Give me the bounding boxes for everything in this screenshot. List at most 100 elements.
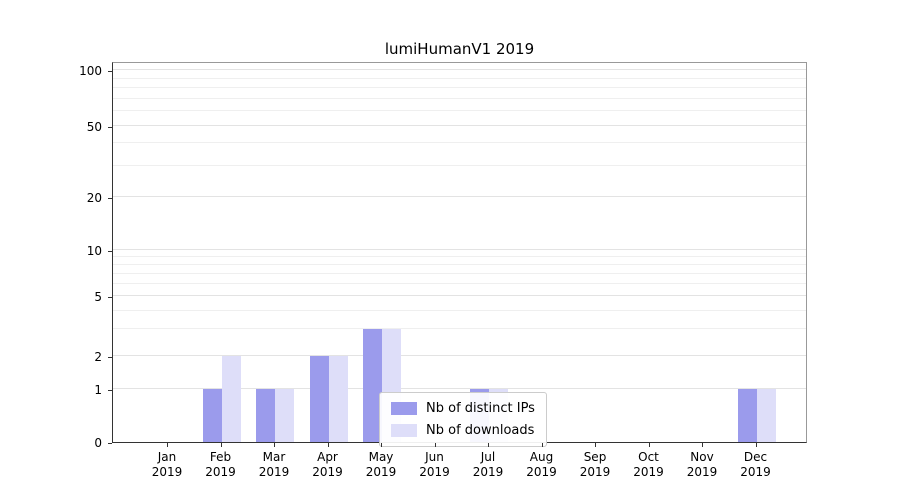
x-tick-month: Apr <box>317 450 338 464</box>
x-tick-year: 2019 <box>312 465 343 479</box>
legend-label-downloads: Nb of downloads <box>426 423 535 438</box>
y-tick-label: 0 <box>94 436 102 450</box>
x-tick-label: May 2019 <box>351 450 411 480</box>
x-tick-mark <box>648 443 650 447</box>
bar-mar-downloads <box>275 389 294 442</box>
x-tick-month: Jun <box>425 450 444 464</box>
x-tick-label: Feb 2019 <box>191 450 251 480</box>
x-tick-label: Apr 2019 <box>298 450 358 480</box>
gridline <box>113 69 806 71</box>
x-tick-month: Nov <box>690 450 714 464</box>
x-tick-year: 2019 <box>258 465 290 479</box>
plot-layers <box>113 63 806 442</box>
gridline <box>113 295 806 297</box>
y-tick-label: 2 <box>94 349 102 364</box>
x-tick-year: 2019 <box>740 465 771 479</box>
gridline <box>113 97 806 99</box>
gridline <box>113 272 806 274</box>
gridline <box>113 87 806 89</box>
legend-item-downloads: Nb of downloads <box>391 423 535 438</box>
x-tick-year: 2019 <box>472 465 504 479</box>
gridline <box>113 125 806 127</box>
x-tick-mark <box>755 443 757 447</box>
x-tick-year: 2019 <box>526 465 557 479</box>
x-tick-year: 2019 <box>579 465 611 479</box>
x-tick-label: Nov 2019 <box>672 450 732 480</box>
y-tick-mark <box>108 356 112 358</box>
bar-feb-downloads <box>221 355 241 442</box>
gridline <box>113 255 806 257</box>
legend-swatch-distinct-ips <box>391 402 417 415</box>
x-tick-mark <box>541 443 543 447</box>
x-tick-label: Jul 2019 <box>458 450 518 480</box>
x-tick-mark <box>488 443 489 447</box>
bar-feb-distinct-ips <box>202 389 222 442</box>
chart-title: lumiHumanV1 2019 <box>384 40 535 58</box>
y-tick-label: 20 <box>86 191 102 206</box>
x-tick-month: Jul <box>480 450 496 464</box>
gridline <box>113 77 806 79</box>
x-tick-year: 2019 <box>633 465 664 479</box>
legend: Nb of distinct IPs Nb of downloads <box>379 392 547 447</box>
gridline <box>113 388 806 390</box>
gridline <box>113 282 806 284</box>
x-tick-year: 2019 <box>151 465 183 479</box>
x-tick-month: May <box>368 450 394 464</box>
x-tick-mark <box>702 443 703 447</box>
bar-apr-distinct-ips <box>309 355 329 442</box>
x-tick-year: 2019 <box>365 465 397 479</box>
x-tick-mark <box>274 443 275 447</box>
x-tick-label: Mar 2019 <box>244 450 304 480</box>
gridline <box>113 328 806 330</box>
y-tick-mark <box>108 71 112 73</box>
x-tick-label: Aug 2019 <box>512 450 572 480</box>
x-tick-mark <box>167 443 168 447</box>
y-tick-label: 50 <box>86 120 102 135</box>
x-tick-month: Oct <box>638 450 659 464</box>
x-tick-year: 2019 <box>205 465 236 479</box>
x-tick-mark <box>327 443 329 447</box>
x-tick-month: Jan <box>157 450 177 464</box>
y-tick-mark <box>108 250 112 252</box>
gridline <box>113 196 806 198</box>
bar-dec-distinct-ips <box>737 389 757 442</box>
bar-dec-downloads <box>756 389 776 442</box>
x-tick-mark <box>381 443 382 447</box>
y-tick-mark <box>108 127 112 129</box>
y-tick-label: 5 <box>94 290 102 305</box>
gridline <box>113 309 806 311</box>
gridline <box>113 110 806 112</box>
bar-mar-distinct-ips <box>256 389 275 442</box>
y-tick-label: 1 <box>94 383 102 398</box>
y-tick-label: 10 <box>86 243 102 258</box>
x-tick-mark <box>220 443 222 447</box>
bar-may-distinct-ips <box>363 329 382 442</box>
x-tick-year: 2019 <box>419 465 450 479</box>
x-tick-mark <box>434 443 436 447</box>
bar-apr-downloads <box>328 355 348 442</box>
y-tick-label: 100 <box>79 64 102 79</box>
y-tick-mark <box>108 297 112 299</box>
x-tick-month: Sep <box>583 450 607 464</box>
gridline <box>113 263 806 265</box>
x-tick-month: Aug <box>529 450 554 464</box>
x-tick-year: 2019 <box>686 465 718 479</box>
x-tick-label: Dec 2019 <box>726 450 786 480</box>
y-tick-mark <box>108 390 112 392</box>
x-tick-label: Jun 2019 <box>405 450 465 480</box>
gridline <box>113 142 806 144</box>
gridline <box>113 164 806 166</box>
gridline <box>113 248 806 250</box>
x-tick-label: Oct 2019 <box>619 450 679 480</box>
legend-item-distinct-ips: Nb of distinct IPs <box>391 401 535 416</box>
x-tick-label: Sep 2019 <box>565 450 625 480</box>
y-tick-mark <box>108 198 112 200</box>
legend-label-distinct-ips: Nb of distinct IPs <box>426 401 535 416</box>
x-tick-mark <box>595 443 596 447</box>
gridline <box>113 354 806 356</box>
x-tick-month: Mar <box>262 450 286 464</box>
plot-area: Nb of distinct IPs Nb of downloads <box>112 62 807 447</box>
x-tick-label: Jan 2019 <box>137 450 197 480</box>
legend-swatch-downloads <box>391 424 417 437</box>
x-tick-month: Dec <box>743 450 768 464</box>
